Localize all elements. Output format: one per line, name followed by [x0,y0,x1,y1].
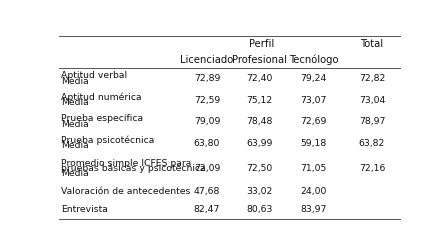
Text: Prueba específica: Prueba específica [61,114,143,124]
Text: Tecnólogo: Tecnólogo [289,54,339,65]
Text: 73,04: 73,04 [359,96,385,104]
Text: 72,69: 72,69 [301,117,327,126]
Text: Media: Media [61,77,89,86]
Text: 59,18: 59,18 [301,139,327,148]
Text: 72,59: 72,59 [194,96,220,104]
Text: Licenciado: Licenciado [181,55,234,65]
Text: Valoración de antecedentes: Valoración de antecedentes [61,188,190,196]
Text: 79,24: 79,24 [301,74,327,83]
Text: 24,00: 24,00 [301,188,327,196]
Text: Entrevista: Entrevista [61,205,108,214]
Text: 82,47: 82,47 [194,205,220,214]
Text: 80,63: 80,63 [246,205,272,214]
Text: 72,09: 72,09 [194,164,220,173]
Text: 72,16: 72,16 [359,164,385,173]
Text: 63,99: 63,99 [246,139,272,148]
Text: Aptitud verbal: Aptitud verbal [61,71,127,80]
Text: 71,05: 71,05 [301,164,327,173]
Text: 63,82: 63,82 [359,139,385,148]
Text: Profesional: Profesional [232,55,287,65]
Text: Aptitud numérica: Aptitud numérica [61,92,142,102]
Text: 79,09: 79,09 [194,117,220,126]
Text: 72,89: 72,89 [194,74,220,83]
Text: 72,50: 72,50 [246,164,272,173]
Text: 33,02: 33,02 [246,188,272,196]
Text: Media: Media [61,141,89,150]
Text: 75,12: 75,12 [246,96,272,104]
Text: 72,82: 72,82 [359,74,385,83]
Text: Media: Media [61,169,89,178]
Text: 63,80: 63,80 [194,139,220,148]
Text: pruebas básicas y psicotécnica: pruebas básicas y psicotécnica [61,164,206,173]
Text: 78,97: 78,97 [359,117,385,126]
Text: 73,07: 73,07 [301,96,327,104]
Text: Promedio simple ICFES para: Promedio simple ICFES para [61,158,192,168]
Text: 47,68: 47,68 [194,188,220,196]
Text: Prueba psicotécnica: Prueba psicotécnica [61,136,155,145]
Text: 78,48: 78,48 [246,117,272,126]
Text: 83,97: 83,97 [301,205,327,214]
Text: Perfil: Perfil [249,39,274,49]
Text: Media: Media [61,120,89,129]
Text: Total: Total [360,39,383,49]
Text: Media: Media [61,98,89,107]
Text: 72,40: 72,40 [246,74,272,83]
